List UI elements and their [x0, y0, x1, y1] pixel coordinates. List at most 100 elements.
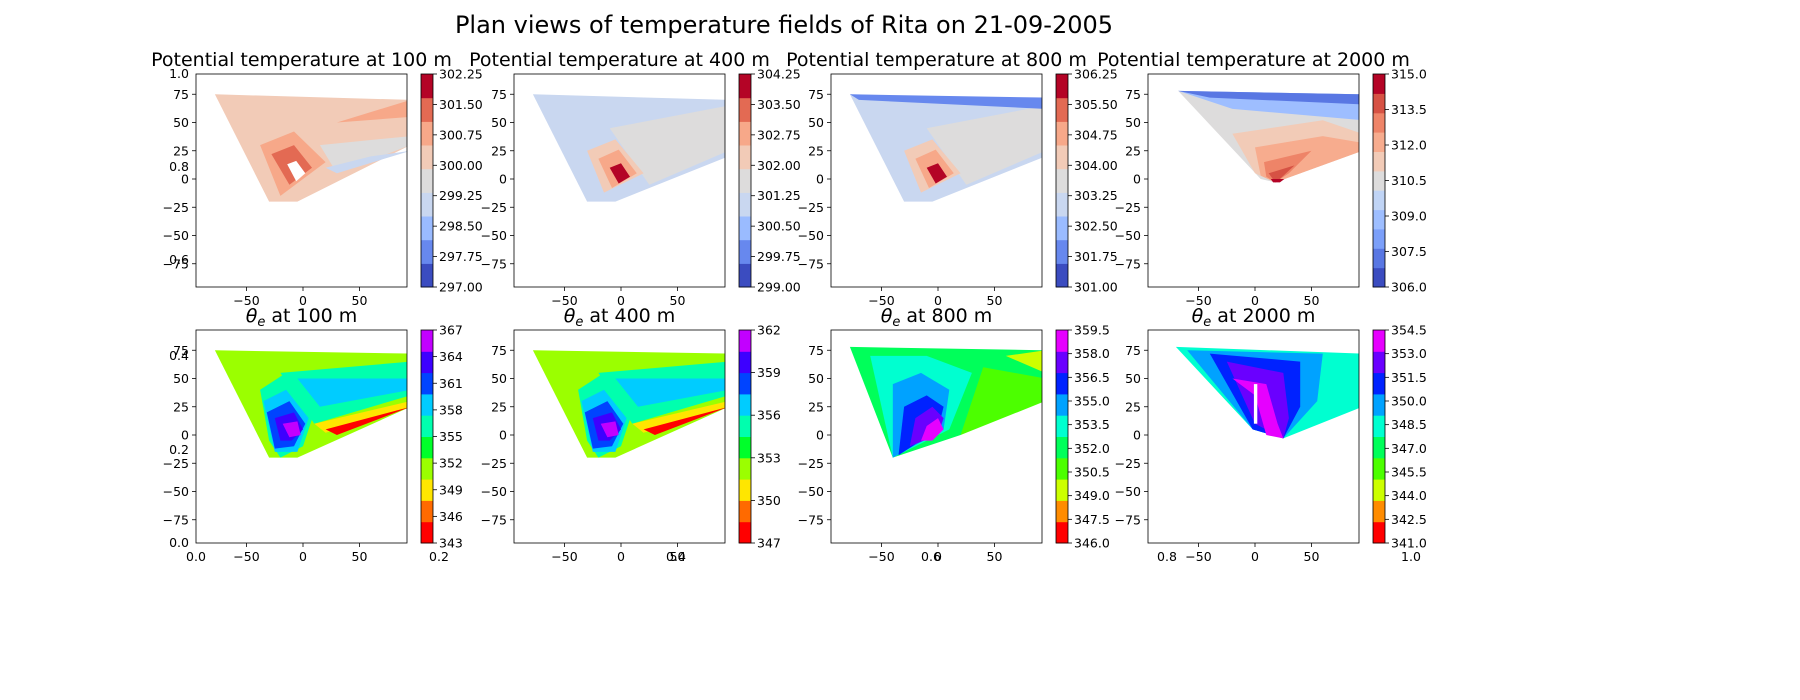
colorbar-tick-label: 301.00	[1074, 280, 1118, 295]
x-tick-label: 0	[1251, 549, 1259, 564]
colorbar-tick-label: 343	[439, 536, 463, 551]
colorbar-swatch	[739, 436, 751, 459]
y-tick-label: 25	[1125, 399, 1141, 414]
colorbar-tick-label: 358	[439, 402, 463, 417]
colorbar-swatch	[739, 239, 751, 264]
x-tick-label: −50	[1185, 549, 1211, 564]
panel-title: θe at 2000 m	[1192, 305, 1316, 330]
y-tick-label: −75	[163, 256, 189, 271]
overlay-tick-label: 0.0	[186, 549, 206, 564]
contour-band	[600, 421, 619, 438]
colorbar-tick-label: 355.0	[1074, 394, 1110, 409]
y-tick-label: 25	[491, 399, 507, 414]
colorbar-tick-label: 300.00	[439, 158, 483, 173]
colorbar-tick-label: 346.0	[1074, 536, 1110, 551]
colorbar-swatch	[739, 393, 751, 416]
colorbar-swatch	[739, 330, 751, 352]
colorbar-swatch	[739, 521, 751, 544]
chart-panel-1: Potential temperature at 100 m 75 50 25 0 −25…	[151, 49, 483, 308]
colorbar-swatch	[421, 145, 433, 170]
colorbar-swatch	[421, 239, 433, 264]
y-tick-label: −50	[1115, 228, 1141, 243]
y-tick-label: −75	[481, 256, 507, 271]
x-tick-label: 50	[987, 549, 1003, 564]
colorbar-swatch	[739, 457, 751, 480]
overlay-tick-label: 1.0	[169, 66, 189, 81]
y-tick-label: 0	[499, 428, 507, 443]
colorbar-swatch	[421, 330, 433, 352]
y-tick-label: 50	[173, 371, 189, 386]
colorbar-tick-label: 307.5	[1391, 244, 1427, 259]
colorbar-tick-label: 304.00	[1074, 158, 1118, 173]
y-tick-label: −25	[481, 200, 507, 215]
contour-band	[336, 100, 407, 123]
y-tick-label: −25	[1115, 456, 1141, 471]
colorbar-swatch	[739, 121, 751, 146]
colorbar-swatch	[421, 351, 433, 374]
overlay-tick-label: 1.0	[1401, 549, 1421, 564]
overlay-tick-label: 0.4	[666, 549, 686, 564]
contour-band	[609, 106, 725, 185]
y-tick-label: −75	[481, 512, 507, 527]
x-tick-label: 50	[670, 293, 686, 308]
panel-title: θe at 400 m	[564, 305, 676, 330]
axes-frame	[195, 73, 408, 288]
colorbar-swatch	[421, 121, 433, 146]
colorbar-swatch	[421, 436, 433, 459]
contour-field	[214, 94, 407, 202]
colorbar-tick-label: 350.0	[1391, 394, 1427, 409]
colorbar-tick-label: 303.50	[757, 97, 801, 112]
y-tick-label: 75	[173, 343, 189, 358]
colorbar-tick-label: 299.25	[439, 188, 483, 203]
colorbar-tick-label: 341.0	[1391, 536, 1427, 551]
colorbar-tick-label: 302.25	[439, 67, 483, 82]
colorbar-swatch	[1373, 415, 1385, 437]
colorbar-tick-label: 350	[757, 493, 781, 508]
y-tick-label: 50	[808, 115, 824, 130]
contour-band	[1253, 384, 1258, 424]
colorbar-tick-label: 349.0	[1074, 488, 1110, 503]
x-tick-label: −50	[551, 293, 577, 308]
colorbar-swatch	[739, 263, 751, 288]
colorbar-tick-label: 352.0	[1074, 441, 1110, 456]
x-tick-label: −50	[868, 549, 894, 564]
colorbar-frame	[1372, 329, 1386, 544]
chart-panel-7: θe at 800 m 75 50 25 0 −25 −50 −75 −50 0 50 0.6 359.…	[798, 305, 1110, 564]
colorbar-swatch	[739, 479, 751, 501]
colorbar-swatch	[739, 216, 751, 241]
colorbar-swatch	[421, 415, 433, 437]
y-tick-label: 50	[491, 115, 507, 130]
y-tick-label: 50	[173, 115, 189, 130]
y-tick-label: −75	[798, 256, 824, 271]
x-tick-label: 50	[352, 549, 368, 564]
colorbar-tick-label: 300.50	[757, 219, 801, 234]
x-tick-label: 0	[934, 549, 942, 564]
colorbar-tick-label: 302.50	[1074, 219, 1118, 234]
colorbar-frame	[1055, 73, 1069, 288]
axes-frame	[195, 329, 408, 544]
x-tick-label: −50	[233, 549, 259, 564]
panel-title: Potential temperature at 800 m	[786, 49, 1087, 71]
colorbar-tick-label: 312.0	[1391, 138, 1427, 153]
colorbar-swatch	[1056, 192, 1068, 217]
colorbar-tick-label: 356.5	[1074, 370, 1110, 385]
x-tick-label: 0	[617, 293, 625, 308]
colorbar-tick-label: 303.25	[1074, 188, 1118, 203]
chart-panel-2: Potential temperature at 400 m 75 50 25 0 −25…	[469, 49, 801, 308]
colorbar-swatch	[421, 168, 433, 193]
colorbar-swatch	[739, 500, 751, 523]
colorbar-swatch	[1056, 145, 1068, 170]
y-tick-label: 50	[808, 371, 824, 386]
colorbar-swatch	[421, 393, 433, 416]
colorbar-swatch	[421, 457, 433, 480]
y-tick-label: 0	[1133, 172, 1141, 187]
colorbar-swatch	[1056, 351, 1068, 374]
colorbar-swatch	[1056, 168, 1068, 193]
colorbar-swatch	[739, 145, 751, 170]
panel-title: Potential temperature at 2000 m	[1097, 49, 1410, 71]
colorbar-swatch	[1056, 436, 1068, 459]
colorbar-tick-label: 347.5	[1074, 512, 1110, 527]
y-tick-label: 0	[816, 172, 824, 187]
colorbar-swatch	[1373, 170, 1385, 191]
x-tick-label: 0	[617, 549, 625, 564]
